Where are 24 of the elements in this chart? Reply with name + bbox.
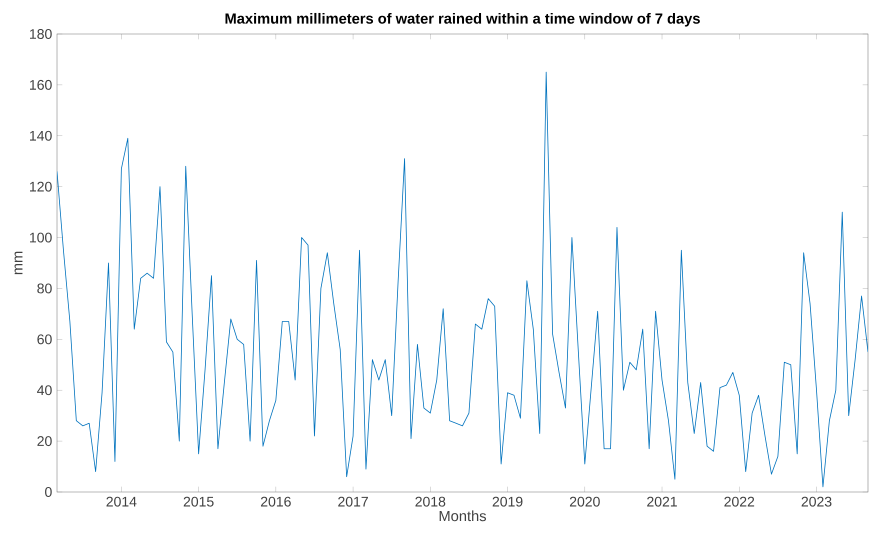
- y-tick-label: 120: [30, 182, 52, 192]
- x-tick-label: 2021: [647, 496, 677, 507]
- x-tick-label: 2015: [184, 496, 214, 507]
- y-tick-label: 40: [37, 385, 52, 396]
- y-tick-label: 180: [30, 29, 52, 39]
- y-tick-label: 0: [45, 487, 52, 497]
- y-tick-label: 60: [37, 334, 52, 344]
- y-tick-label: 80: [37, 283, 52, 294]
- x-tick-label: 2020: [570, 496, 600, 507]
- x-tick-label: 2017: [338, 496, 368, 507]
- x-tick-label: 2016: [260, 496, 291, 507]
- x-tick-label: 2023: [802, 496, 832, 507]
- line-series: [57, 72, 868, 488]
- x-tick-label: 2019: [492, 496, 522, 507]
- y-tick-label: 140: [30, 130, 52, 141]
- y-tick-label: 100: [30, 232, 52, 243]
- y-axis-title: mm: [14, 252, 22, 274]
- y-tick-label: 160: [30, 80, 52, 90]
- y-tick-label: 20: [37, 436, 52, 446]
- chart-title: Maximum millimeters of water rained within a time window of 7 days: [226, 12, 700, 27]
- x-tick-label: 2014: [106, 496, 137, 507]
- x-tick-label: 2022: [724, 496, 754, 507]
- x-tick-label: 2018: [415, 496, 446, 507]
- x-axis-title: Months: [440, 510, 486, 522]
